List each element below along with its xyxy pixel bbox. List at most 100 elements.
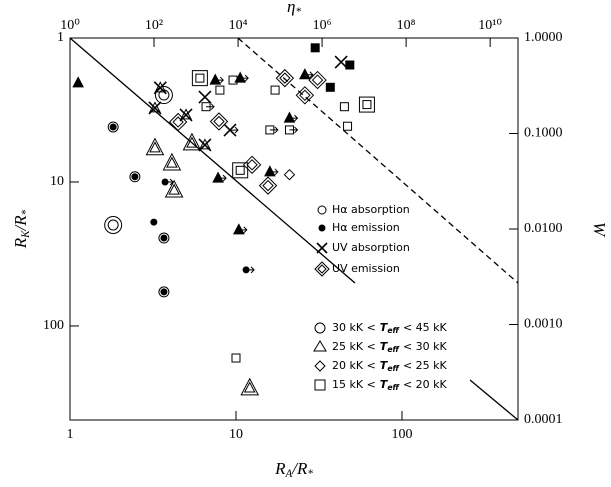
point <box>212 171 224 183</box>
y-tick-label: 10 <box>50 174 64 189</box>
point <box>235 165 245 175</box>
y2-axis-label-part: W <box>590 222 609 238</box>
point <box>129 171 141 183</box>
legend-part: < 30 kK <box>403 340 448 353</box>
point <box>164 179 184 198</box>
point <box>131 173 139 181</box>
point <box>289 114 299 122</box>
point <box>339 102 349 112</box>
point <box>240 74 249 82</box>
x-axis-label: RA/R* <box>274 459 313 480</box>
legend-symbol <box>314 379 326 391</box>
legend-label: UV emission <box>332 262 400 275</box>
dashed-line <box>237 37 519 284</box>
point <box>191 70 208 87</box>
point <box>198 90 212 104</box>
legend-symbol <box>316 242 328 254</box>
point <box>279 72 291 84</box>
point <box>343 121 353 131</box>
y-axis-label-part: K <box>20 230 32 239</box>
point <box>195 73 205 83</box>
point <box>270 85 280 95</box>
point <box>218 174 227 182</box>
point <box>182 132 202 151</box>
x-axis-label-part: * <box>307 468 313 480</box>
point <box>168 183 180 195</box>
legend-part: eff <box>387 345 400 354</box>
point <box>215 76 224 84</box>
y2-tick-label: 0.0001 <box>524 412 563 427</box>
y2-tick-label: 0.0100 <box>524 221 563 236</box>
point <box>238 226 248 234</box>
point <box>358 96 375 113</box>
legend-label: 15 kK < Teff < 20 kK <box>332 378 448 392</box>
point <box>243 381 256 393</box>
point <box>206 103 215 111</box>
y-tick-label: 1 <box>57 30 64 45</box>
legend-symbol <box>314 360 326 372</box>
point <box>299 89 311 102</box>
legend-label: UV absorption <box>332 241 410 254</box>
point <box>213 115 225 128</box>
y2-tick-label: 0.0010 <box>524 317 563 332</box>
point <box>258 176 278 195</box>
confinement-line <box>469 379 519 421</box>
point <box>232 162 249 179</box>
legend-part: T <box>380 340 389 353</box>
point <box>107 219 119 231</box>
legend-part: T <box>380 359 389 372</box>
point <box>269 168 279 176</box>
confinement-line <box>69 37 356 284</box>
point <box>234 71 247 83</box>
point <box>229 126 239 134</box>
x-tick-label: 10 <box>229 427 243 442</box>
legend-part: eff <box>387 364 400 373</box>
point <box>308 70 327 90</box>
point <box>232 223 245 235</box>
y-axis-label-part: * <box>20 209 32 215</box>
legend-part: T <box>380 321 389 334</box>
legend-label: 25 kK < Teff < 30 kK <box>332 340 448 354</box>
legend-symbol <box>317 205 327 215</box>
legend-lines: Hα absorption Hα emission UV absorption … <box>314 203 410 277</box>
point <box>107 121 119 133</box>
point <box>104 216 123 235</box>
point <box>166 156 178 168</box>
point <box>362 100 372 110</box>
point <box>158 232 170 244</box>
y2-axis-label: W <box>590 222 609 238</box>
point <box>160 234 168 242</box>
point <box>264 165 276 177</box>
point <box>209 112 229 131</box>
point <box>145 137 165 156</box>
legend-temps <box>313 322 327 391</box>
point <box>223 123 237 137</box>
legend-part: < 20 kK <box>403 378 448 391</box>
x2-axis-label-part: * <box>295 6 301 18</box>
point <box>275 68 295 88</box>
point <box>304 71 314 79</box>
point <box>310 43 320 53</box>
x2-axis-label-part: η <box>287 0 295 16</box>
point <box>209 73 222 85</box>
y-axis-label-part: /R <box>11 215 30 232</box>
legend-part: 20 kK < <box>332 359 376 372</box>
y-axis-label: RK/R* <box>11 209 32 249</box>
y-axis-label-part: R <box>11 237 30 249</box>
point <box>283 111 296 123</box>
legend-symbol <box>314 261 330 277</box>
x-tick-label: 100 <box>391 427 412 442</box>
legend-symbol <box>314 322 326 334</box>
legend-symbol <box>318 224 326 232</box>
point <box>149 101 161 113</box>
legend-part: < 45 kK <box>403 321 448 334</box>
point <box>242 155 262 175</box>
point <box>158 286 170 298</box>
point <box>109 123 117 131</box>
point <box>246 159 258 171</box>
y2-tick-label: 1.0000 <box>524 30 563 45</box>
point <box>154 86 173 105</box>
point <box>246 266 255 274</box>
x-tick-label: 1 <box>67 427 74 442</box>
